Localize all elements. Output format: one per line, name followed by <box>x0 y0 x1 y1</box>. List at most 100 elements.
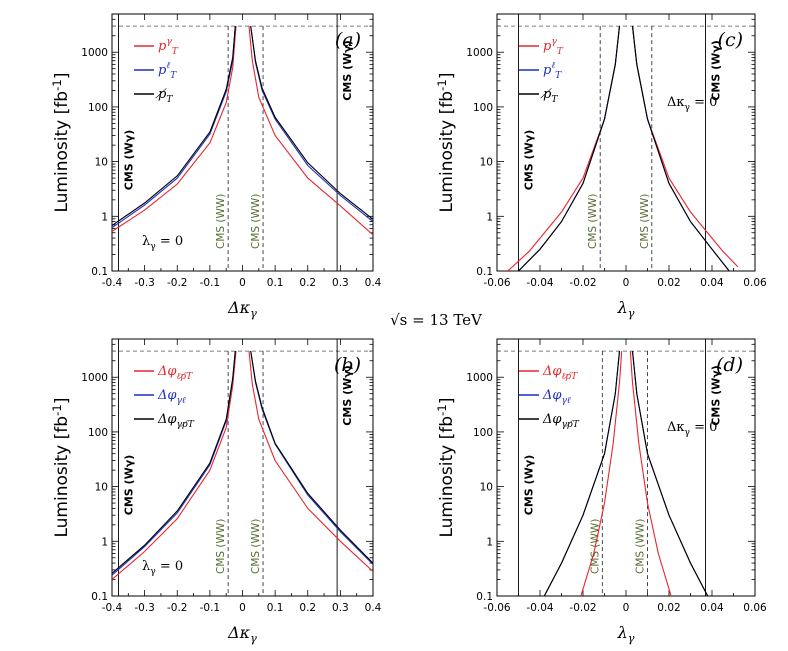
x-tick-label: -0.4 <box>102 277 123 289</box>
series-line-black-right <box>631 351 709 596</box>
y-tick-label: 10 <box>95 157 108 169</box>
curves <box>507 26 739 271</box>
cms-wgamma-label: CMS (Wγ) <box>523 130 536 190</box>
y-tick-label: 1000 <box>81 47 108 59</box>
y-tick-label: 10 <box>95 482 108 494</box>
cms-ww-label: CMS (WW) <box>250 519 262 574</box>
x-tick-label: -0.3 <box>134 277 155 289</box>
cms-wgamma-label: CMS (Wγ) <box>341 365 354 425</box>
y-tick-label: 100 <box>88 102 108 114</box>
x-tick-label: -0.04 <box>526 277 553 289</box>
series-line-black-left <box>518 26 621 271</box>
series-line-red-right <box>629 351 672 596</box>
series-line-black-right <box>250 26 373 220</box>
cms-wgamma-label: CMS (Wγ) <box>710 40 723 100</box>
center-energy-label: √s = 13 TeV <box>390 311 483 329</box>
curves <box>112 351 373 580</box>
y-axis-label: Luminosity [fb-1] <box>435 397 457 537</box>
cms-ww-label: CMS (WW) <box>250 194 262 249</box>
x-tick-label: 0.1 <box>267 277 284 289</box>
panel-annotation: λγ = 0 <box>142 234 183 252</box>
x-tick-label: -0.02 <box>569 277 596 289</box>
series-line-black-right <box>250 351 373 564</box>
x-tick-label: 0.06 <box>743 277 767 289</box>
panel-label: (d) <box>716 354 743 376</box>
cms-ww-label: CMS (WW) <box>215 519 227 574</box>
legend-entry: Δφℓp̸T <box>157 364 193 382</box>
x-axis-label: λγ <box>617 298 635 320</box>
y-axis-label: Luminosity [fb-1] <box>435 72 457 212</box>
cms-ww-label: CMS (WW) <box>587 194 599 249</box>
y-tick-label: 0.1 <box>91 266 108 278</box>
y-tick-label: 1000 <box>81 372 108 384</box>
y-tick-label: 0.1 <box>91 591 108 603</box>
x-tick-label: 0.4 <box>365 602 382 614</box>
cms-wgamma-label: CMS (Wγ) <box>523 455 536 515</box>
x-tick-label: 0.2 <box>299 277 316 289</box>
legend-entry: pℓT <box>158 61 177 81</box>
y-axis-label: Luminosity [fb-1] <box>50 397 72 537</box>
x-axis-label: Δκγ <box>227 298 257 320</box>
cms-wgamma-label: CMS (Wγ) <box>341 40 354 100</box>
legend-entry: Δφℓp̸T <box>542 364 578 382</box>
legend-entry: pγT <box>543 37 564 57</box>
panel-annotation: λγ = 0 <box>142 559 183 577</box>
x-tick-label: 0.02 <box>657 277 680 289</box>
y-axis-label: Luminosity [fb-1] <box>50 72 72 212</box>
panel-label: (c) <box>718 29 743 51</box>
panel-label: (a) <box>335 29 361 51</box>
series-line-red-right <box>248 351 373 572</box>
y-tick-label: 1 <box>101 211 108 223</box>
series-line-blue-right <box>250 26 373 223</box>
x-tick-label: 0.04 <box>700 602 724 614</box>
series-line-red-left <box>580 351 623 596</box>
x-tick-label: 0.3 <box>332 277 349 289</box>
cms-ww-label: CMS (WW) <box>635 519 647 574</box>
x-tick-label: 0.06 <box>743 602 767 614</box>
panel-annotation: Δκγ = 0 <box>667 420 717 438</box>
y-tick-label: 1 <box>486 211 493 223</box>
x-tick-label: -0.4 <box>102 602 123 614</box>
series-line-black-right <box>631 26 730 271</box>
x-tick-label: -0.1 <box>200 602 221 614</box>
y-tick-label: 1000 <box>466 47 493 59</box>
x-axis-label: Δκγ <box>227 623 257 645</box>
legend-entry: Δφγℓ <box>157 388 186 406</box>
cms-wgamma-label: CMS (Wγ) <box>123 130 136 190</box>
curves <box>112 26 373 236</box>
series-line-black-left <box>112 351 236 574</box>
series-line-black-left <box>543 351 621 596</box>
x-tick-label: -0.06 <box>483 602 510 614</box>
x-tick-label: -0.02 <box>569 602 596 614</box>
x-tick-label: 0 <box>239 602 246 614</box>
panel-annotation: Δκγ = 0 <box>667 95 717 113</box>
y-tick-label: 1000 <box>466 372 493 384</box>
cms-ww-label: CMS (WW) <box>639 194 651 249</box>
series-line-blue-left <box>112 26 236 229</box>
x-tick-label: 0.2 <box>299 602 316 614</box>
cms-ww-label: CMS (WW) <box>215 194 227 249</box>
series-line-black-left <box>112 26 236 226</box>
legend-entry: pℓT <box>543 61 562 81</box>
cms-wgamma-label: CMS (Wγ) <box>710 365 723 425</box>
y-tick-label: 0.1 <box>476 266 493 278</box>
y-tick-label: 100 <box>88 427 108 439</box>
x-tick-label: 0.04 <box>700 277 724 289</box>
y-tick-label: 100 <box>473 102 493 114</box>
x-tick-label: -0.2 <box>167 277 188 289</box>
curves <box>543 351 709 596</box>
x-tick-label: 0.4 <box>365 277 382 289</box>
legend-entry: p̸T <box>540 87 558 105</box>
y-tick-label: 1 <box>101 536 108 548</box>
series-line-red-left <box>112 26 237 232</box>
x-tick-label: 0 <box>623 602 630 614</box>
plot-frame <box>111 13 374 272</box>
x-tick-label: -0.1 <box>200 277 221 289</box>
y-tick-label: 0.1 <box>476 591 493 603</box>
x-tick-label: 0.3 <box>332 602 349 614</box>
legend-entry: p̸T <box>155 87 173 105</box>
panel-c: -0.06 -0.04 -0.02 0 0.02 0.04 0.06 0.1 1 10 100 100… <box>435 13 767 320</box>
x-tick-label: 0 <box>239 277 246 289</box>
legend-entry: Δφγp̸T <box>542 412 580 430</box>
